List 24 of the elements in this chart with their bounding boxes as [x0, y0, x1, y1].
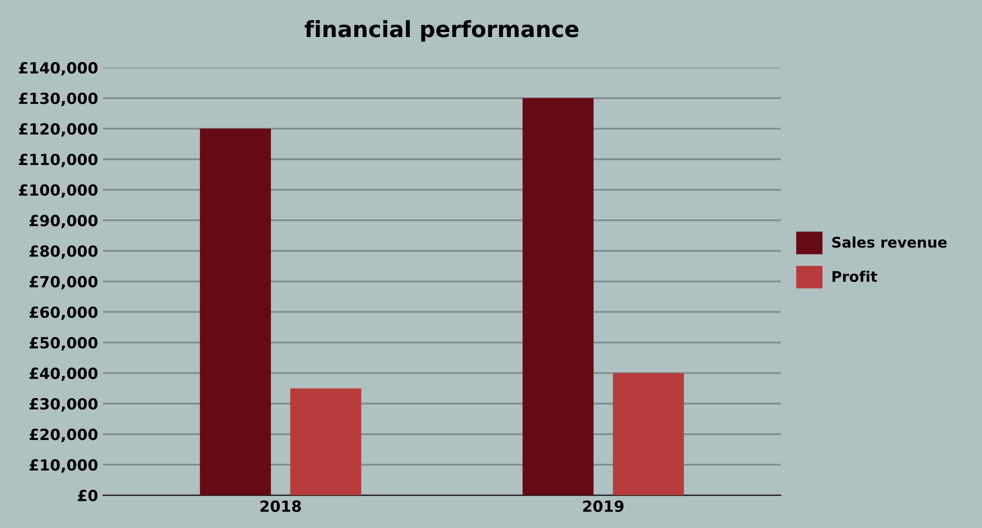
y-tick-label: £40,000 [30, 368, 98, 382]
y-tick-label: £70,000 [30, 276, 98, 290]
y-tick-label: £80,000 [30, 245, 98, 259]
chart-title: financial performance [304, 20, 578, 42]
y-tick-label: £140,000 [18, 62, 98, 76]
y-tick-label: £20,000 [30, 428, 98, 442]
bar [290, 388, 362, 496]
y-tick-label: £110,000 [18, 154, 98, 168]
legend-label: Sales revenue [832, 236, 947, 248]
bar [200, 128, 271, 496]
bar [522, 98, 594, 496]
y-tick-label: £60,000 [30, 306, 98, 320]
y-tick-label: £90,000 [30, 214, 98, 228]
x-tick-label: 2018 [260, 500, 301, 512]
y-tick-label: £120,000 [18, 123, 98, 137]
y-tick-label: £10,000 [30, 459, 98, 473]
y-tick-label: £130,000 [18, 92, 98, 106]
y-tick-label: £0 [78, 490, 98, 502]
y-tick-label: £100,000 [18, 184, 98, 198]
x-tick-label: 2019 [583, 500, 624, 512]
y-tick-label: £50,000 [30, 336, 98, 350]
bar [612, 373, 684, 496]
legend-label: Profit [832, 270, 878, 282]
y-tick-label: £30,000 [30, 398, 98, 412]
